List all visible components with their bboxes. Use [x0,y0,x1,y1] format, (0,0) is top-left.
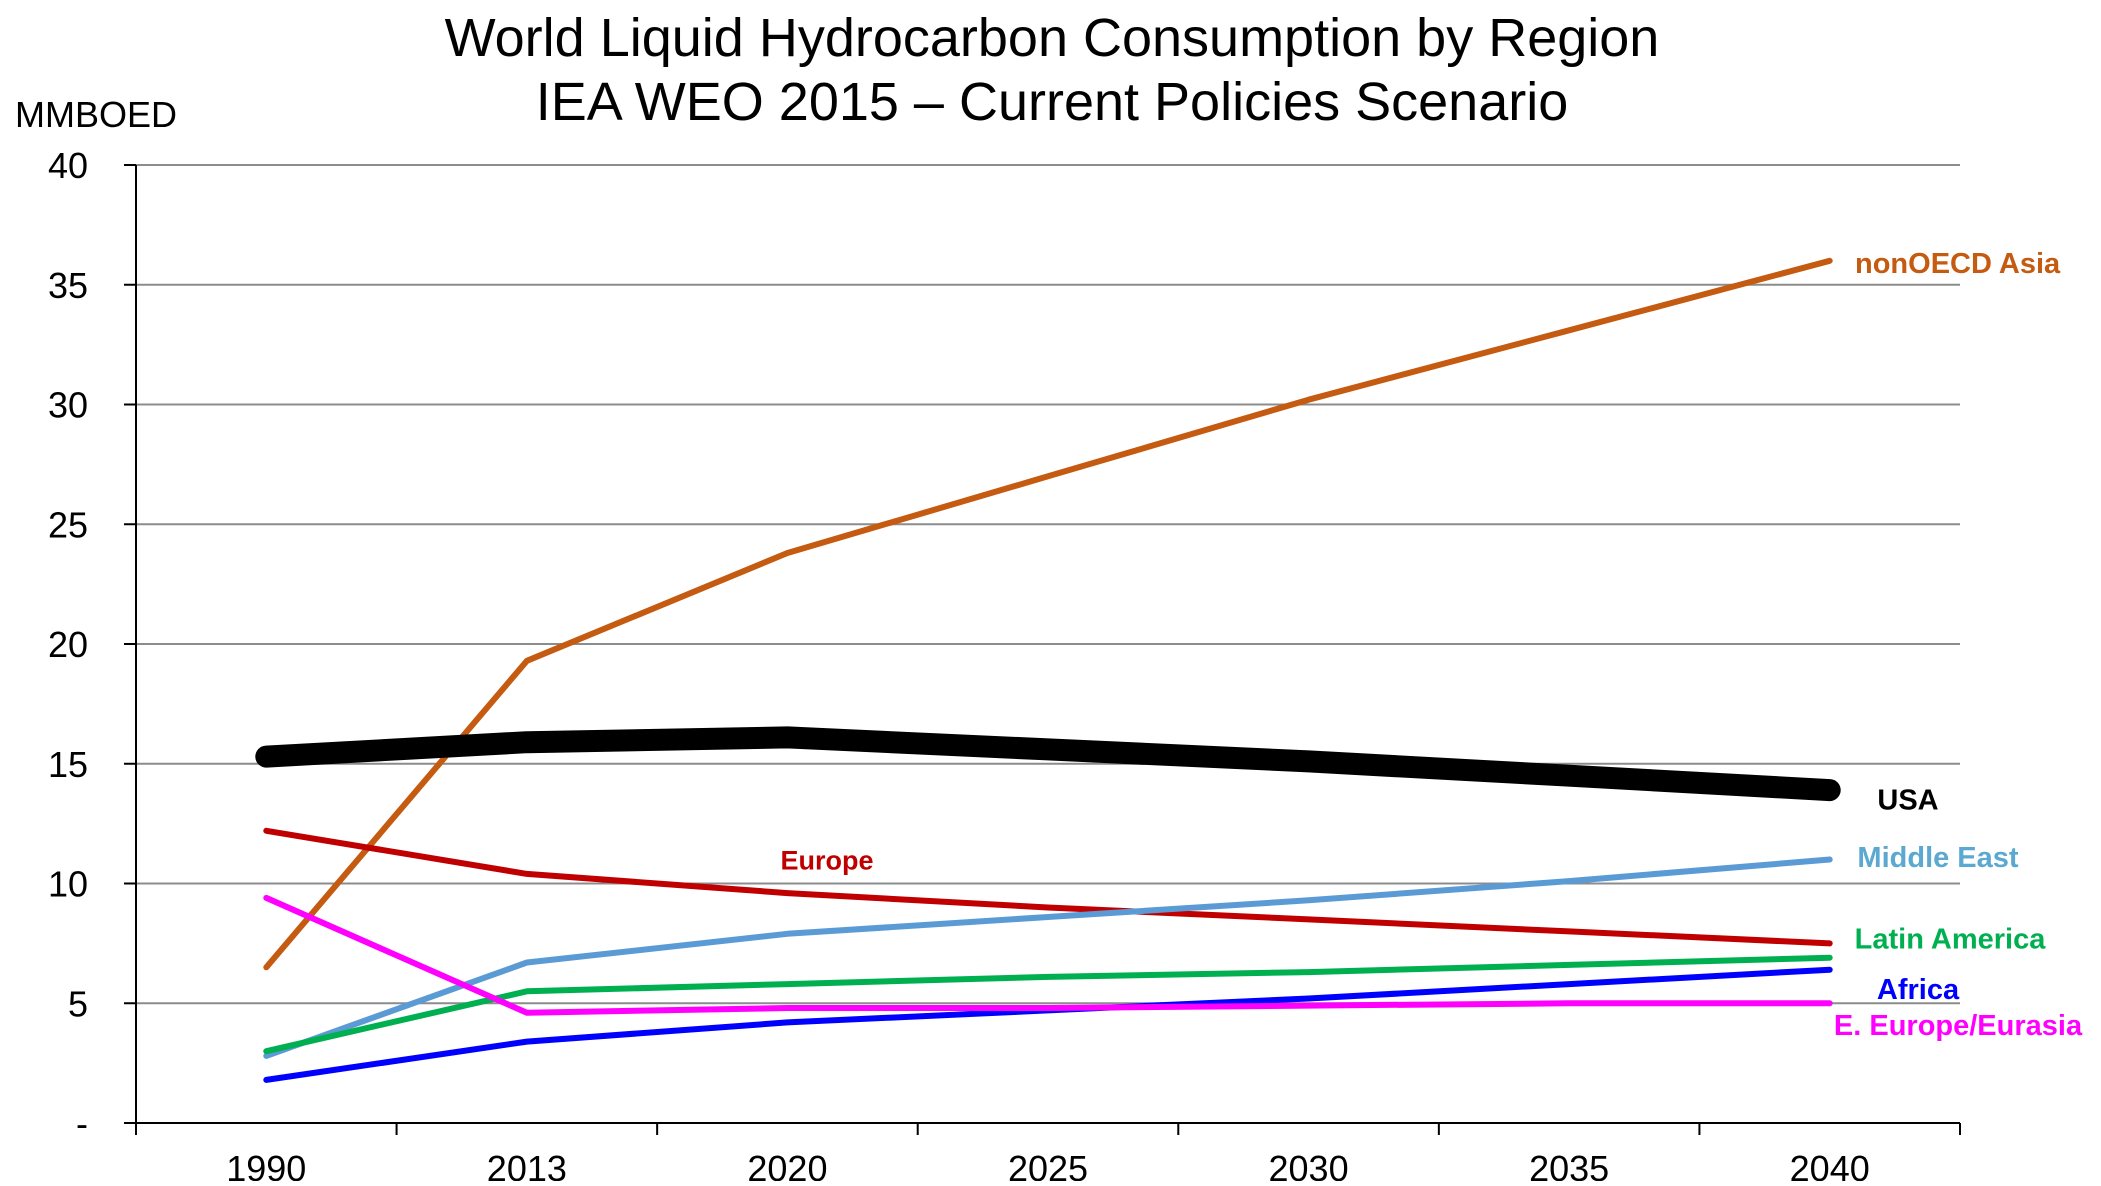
series-label-europe: Europe [780,846,873,876]
x-tick-label: 2025 [1008,1148,1088,1181]
x-tick-label: 2020 [747,1148,827,1181]
series-labels: nonOECD Asia USA Europe Middle East Latin Am… [780,248,2082,1042]
chart-subtitle: IEA WEO 2015 – Current Policies Scenario [536,72,1569,132]
x-tick-label: 2013 [487,1148,567,1181]
y-tick-label: 35 [48,265,88,306]
y-tick-label: 5 [68,983,88,1024]
series-label-usa: USA [1877,785,1938,817]
y-tick-label: 25 [48,504,88,545]
y-tick-label: 20 [48,624,88,665]
y-tick-label: 10 [48,864,88,905]
series-label-africa: Africa [1877,974,1960,1006]
grid-lines [136,164,1960,1005]
series-line-e-europe-eurasia [263,894,1833,1016]
series-label-latin-america: Latin America [1855,924,2047,956]
x-tick-label: 1990 [226,1148,306,1181]
series-line-africa [263,966,1833,1083]
series-line-europe [263,827,1833,947]
y-axis-label: MMBOED [15,94,177,135]
series-line-usa [255,726,1841,802]
series-line-nonoecd-asia [263,257,1833,971]
series-lines [255,257,1841,1083]
series-line-latin-america [263,954,1833,1055]
y-tick-label: 15 [48,744,88,785]
series-label-nonoecd-asia: nonOECD Asia [1855,248,2061,280]
chart-title: World Liquid Hydrocarbon Consumption by … [445,8,1660,68]
y-tick-label: 40 [48,145,88,186]
x-tick-label: 2030 [1269,1148,1349,1181]
series-label-middle-east: Middle East [1857,842,2018,874]
series-label-e-europe-eurasia: E. Europe/Eurasia [1834,1010,2083,1042]
y-tick-label: - [76,1103,88,1144]
series-line-middle-east [263,856,1833,1059]
y-tick-label: 30 [48,385,88,426]
x-tick-label: 2040 [1790,1148,1870,1181]
x-tick-label: 2035 [1529,1148,1609,1181]
